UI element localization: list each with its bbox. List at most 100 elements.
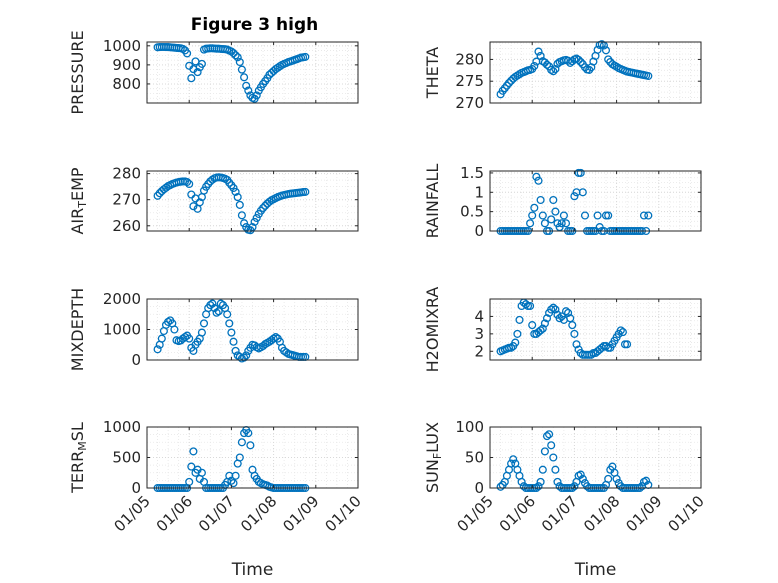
data-point [229, 49, 238, 58]
data-point [229, 337, 238, 346]
data-point [214, 307, 223, 316]
data-point [259, 203, 268, 213]
data-point [623, 340, 632, 349]
data-point [549, 303, 558, 312]
y-tick-label: 260 [112, 217, 141, 235]
data-point [240, 219, 249, 228]
data-point [557, 219, 566, 228]
subplot-mixdepth: 0 1000 2000 MIXDEPTH [68, 288, 359, 371]
data-point [240, 73, 249, 82]
data-point [538, 211, 547, 220]
data-point [183, 177, 192, 187]
data-point [231, 51, 240, 60]
data-point [237, 65, 246, 74]
data-point [252, 213, 261, 223]
data-point [559, 211, 568, 220]
y-tick-label: 50 [465, 449, 484, 467]
data-point [618, 328, 627, 337]
data-point [601, 46, 611, 55]
data-point [231, 346, 240, 355]
data-point [507, 343, 516, 352]
x-tick-label: 01/09 [622, 492, 665, 535]
subplot-air-temp: 260 270 280 AIRTEMP [68, 165, 359, 235]
data-point [542, 432, 552, 441]
data-point [240, 353, 249, 362]
y-axis-label: PRESSURE [68, 30, 87, 114]
x-tick-label: 01/07 [538, 492, 581, 535]
data-point [570, 329, 579, 338]
y-axis-label: RAINFALL [423, 164, 442, 239]
data-point [193, 68, 202, 77]
data-point [534, 47, 543, 56]
data-point [547, 441, 556, 450]
data-point [566, 314, 575, 323]
data-point [526, 219, 535, 228]
data-point [199, 319, 209, 328]
data-point [197, 468, 206, 477]
y-tick-label: 270 [455, 94, 484, 112]
data-point [604, 211, 613, 220]
data-point [189, 447, 198, 456]
data-point [564, 308, 573, 317]
data-point [616, 326, 625, 335]
data-point [271, 333, 280, 342]
data-point [231, 471, 240, 480]
data-point [644, 71, 653, 81]
data-point [197, 59, 206, 68]
data-point [578, 474, 587, 483]
y-axis-label: SUNFLUX [423, 422, 444, 493]
data-point [561, 307, 571, 316]
data-point [235, 200, 244, 209]
data-point [576, 470, 585, 479]
data-point [185, 334, 194, 343]
data-point [189, 202, 198, 211]
axes-box [146, 170, 359, 232]
data-point [555, 314, 564, 323]
data-point [515, 315, 524, 324]
data-point [549, 453, 558, 462]
y-tick-label: 100 [455, 418, 484, 436]
data-point [178, 44, 187, 53]
data-point [195, 198, 204, 207]
y-tick-label: 270 [112, 191, 141, 209]
y-tick-label: 1000 [103, 37, 141, 55]
x-tick-label: 01/08 [237, 492, 280, 535]
data-point [244, 86, 253, 95]
data-point [538, 324, 547, 333]
data-point [197, 328, 206, 337]
y-tick-label: 1000 [103, 321, 141, 339]
data-point [553, 477, 562, 486]
data-point [242, 351, 251, 360]
data-point [521, 300, 530, 309]
data-point [639, 211, 649, 220]
figure-title: Figure 3 high [191, 15, 319, 35]
data-point [568, 321, 577, 330]
data-point [549, 195, 558, 205]
data-point [561, 219, 571, 228]
data-point [532, 172, 541, 181]
data-point [551, 305, 560, 314]
data-point [504, 78, 514, 88]
data-point [642, 476, 651, 485]
data-point [301, 187, 310, 196]
data-point [540, 447, 549, 456]
data-point [233, 193, 242, 202]
data-point [517, 477, 526, 486]
data-point [576, 57, 585, 67]
data-point [587, 350, 596, 359]
data-point [223, 310, 232, 319]
data-point [161, 183, 171, 192]
data-point [570, 482, 579, 491]
subplot-theta: 270 275 280 THETA [423, 40, 702, 112]
y-tick-label: 800 [112, 75, 141, 93]
data-point [534, 482, 543, 491]
data-point [235, 57, 244, 67]
data-point [227, 476, 236, 485]
data-point [229, 479, 238, 488]
data-point [572, 340, 581, 349]
data-point [530, 203, 539, 212]
